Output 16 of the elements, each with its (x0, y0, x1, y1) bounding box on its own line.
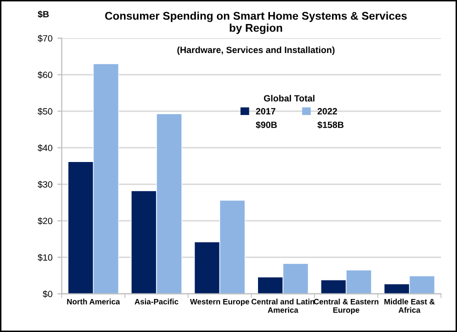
legend-label: 2022 (318, 108, 337, 114)
y-axis-title: $B (38, 10, 49, 18)
y-tick-label: $70 (38, 34, 52, 42)
annotation: $158B (317, 121, 344, 129)
legend-title: Global Total (264, 94, 314, 102)
legend-label: 2017 (256, 108, 276, 114)
y-tick-label: $60 (38, 71, 52, 79)
y-tick-label: $10 (38, 254, 52, 262)
y-tick-label: $40 (38, 144, 52, 152)
y-tick-label: $50 (38, 108, 52, 116)
chart-title: Consumer Spending on Smart Home Systems & Services by Region (105, 12, 407, 34)
annotation: $90B (256, 121, 277, 129)
y-tick-label: $20 (38, 217, 52, 225)
y-tick-label: $0 (42, 290, 52, 298)
y-tick-label: $30 (38, 180, 52, 188)
text: (Hardware, Services and Installation) (177, 46, 334, 55)
